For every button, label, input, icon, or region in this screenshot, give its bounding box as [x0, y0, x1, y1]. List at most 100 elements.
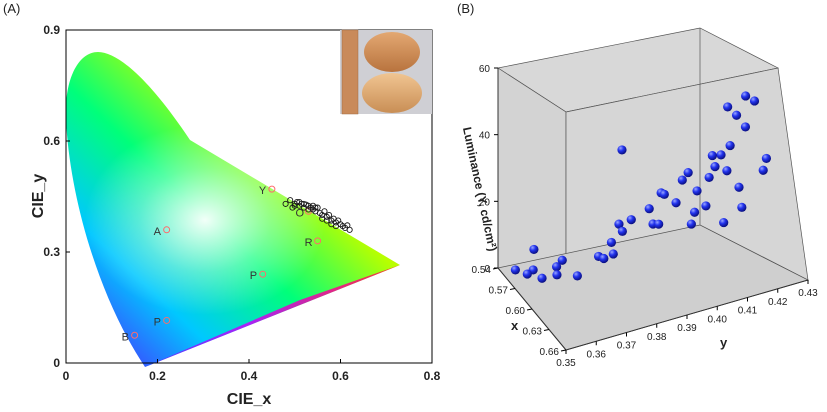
egg-photo-inset: [340, 29, 432, 115]
y-tick-label-3d: 0.38: [647, 332, 667, 343]
y-tick-label-3d: 0.43: [798, 288, 818, 299]
data-sphere: [626, 215, 636, 225]
data-sphere: [710, 162, 720, 172]
data-sphere: [741, 91, 751, 101]
x-axis-title-3d: x: [511, 318, 519, 333]
x-tick-mark-3d: [526, 308, 533, 311]
x-tick-mark-3d: [543, 329, 550, 331]
data-sphere: [725, 140, 735, 151]
data-spheres: [510, 91, 772, 283]
y-tick-label: 0.3: [43, 245, 60, 259]
panel-a-label: (A): [3, 1, 20, 16]
egg-top: [364, 32, 420, 72]
y-tick-label-3d: 0.35: [556, 358, 576, 369]
data-sphere: [599, 253, 609, 264]
reference-point-label: P: [250, 270, 257, 282]
data-sphere: [654, 219, 664, 229]
data-sphere: [701, 201, 711, 211]
sample-point: [289, 204, 296, 211]
x-tick-label-3d: 0.63: [523, 327, 543, 338]
data-sphere: [707, 150, 717, 161]
egg-bottom: [362, 73, 422, 113]
z-tick-label: 20: [479, 197, 491, 208]
z-axis-title: Luminance (Y, cd/cm²): [460, 126, 500, 253]
reference-point-label: R: [305, 237, 313, 249]
sample-point: [346, 226, 353, 233]
data-sphere: [529, 244, 539, 255]
y-tick-label-3d: 0.41: [738, 306, 758, 317]
data-sphere: [761, 153, 772, 164]
x-tick-mark-3d: [509, 288, 516, 290]
sample-point: [326, 211, 333, 219]
data-sphere: [659, 189, 669, 199]
x-tick-label-3d: 0.66: [540, 347, 560, 358]
data-sphere: [731, 110, 742, 120]
data-sphere: [671, 198, 681, 208]
data-sphere: [758, 165, 768, 175]
data-sphere: [677, 175, 687, 185]
reference-point-label: A: [154, 226, 162, 238]
x-tick-mark-3d: [492, 267, 499, 270]
data-sphere: [551, 262, 562, 272]
data-sphere: [716, 150, 726, 160]
data-sphere: [608, 249, 618, 259]
data-sphere: [692, 186, 702, 196]
x-tick-label: 0.2: [149, 369, 166, 383]
sample-point: [321, 208, 328, 215]
data-sphere: [606, 237, 617, 248]
reference-point-label: P: [154, 316, 161, 328]
data-sphere: [719, 217, 729, 228]
sample-point: [312, 204, 319, 211]
gamut-purple-base: [145, 265, 400, 367]
data-sphere: [617, 226, 627, 236]
x-tick-label: 0.6: [332, 369, 349, 383]
data-sphere: [749, 96, 760, 106]
reference-point: [314, 237, 322, 245]
x-tick-label: 0.4: [241, 369, 258, 383]
y-axis-title: CIE_y: [30, 174, 47, 219]
data-sphere: [510, 265, 520, 275]
data-sphere: [689, 207, 700, 217]
y-axis-title-3d: y: [720, 335, 728, 350]
data-sphere: [522, 269, 532, 279]
y-tick-label-3d: 0.42: [768, 297, 788, 308]
z-tick-label: 40: [479, 131, 491, 142]
3d-scatter-chart: 0 20 40 60 0.54 0.57 0.60 0.63 0.660.35 0.36 0.37 0…: [460, 27, 819, 369]
y-tick-label: 0.6: [43, 134, 60, 148]
x-tick-label-3d: 0.57: [489, 286, 509, 297]
sample-point: [282, 200, 289, 207]
reference-point-label: B: [122, 331, 129, 343]
reference-point: [259, 270, 267, 278]
data-sphere: [686, 219, 696, 229]
data-sphere: [704, 172, 714, 183]
x-tick-label-3d: 0.60: [506, 306, 526, 317]
sample-points: [282, 197, 353, 233]
data-sphere: [722, 166, 732, 176]
axis-ticks: 0 0.2 0.4 0.6 0.8 0 0.3 0.6 0.9: [43, 23, 440, 383]
sample-point: [332, 223, 339, 230]
data-sphere: [740, 122, 751, 132]
data-sphere: [644, 204, 654, 214]
y-tick-label-3d: 0.37: [617, 341, 637, 352]
sample-point: [300, 200, 307, 207]
data-sphere: [557, 255, 567, 265]
x-tick-mark-3d: [560, 349, 567, 352]
y-tick-label-3d: 0.39: [677, 323, 697, 334]
y-tick-label: 0: [53, 356, 60, 370]
x-axis-title: CIE_x: [227, 391, 272, 408]
reference-point: [131, 331, 139, 339]
color-swatch: [341, 29, 359, 115]
z-tick-label: 0: [484, 264, 490, 275]
data-sphere: [614, 219, 624, 229]
sample-point: [323, 217, 330, 224]
z-tick-label: 60: [479, 64, 491, 75]
reference-point-label: O: [295, 207, 304, 219]
y-tick-label-3d: 0.40: [708, 314, 728, 325]
sample-point: [287, 197, 294, 204]
y-tick-label: 0.9: [43, 23, 60, 37]
data-sphere: [723, 102, 733, 112]
axis-ticks-3d: 0 20 40 60 0.54 0.57 0.60 0.63 0.660.35 0.36 0.37 0…: [472, 64, 819, 369]
reference-point: [268, 185, 276, 193]
